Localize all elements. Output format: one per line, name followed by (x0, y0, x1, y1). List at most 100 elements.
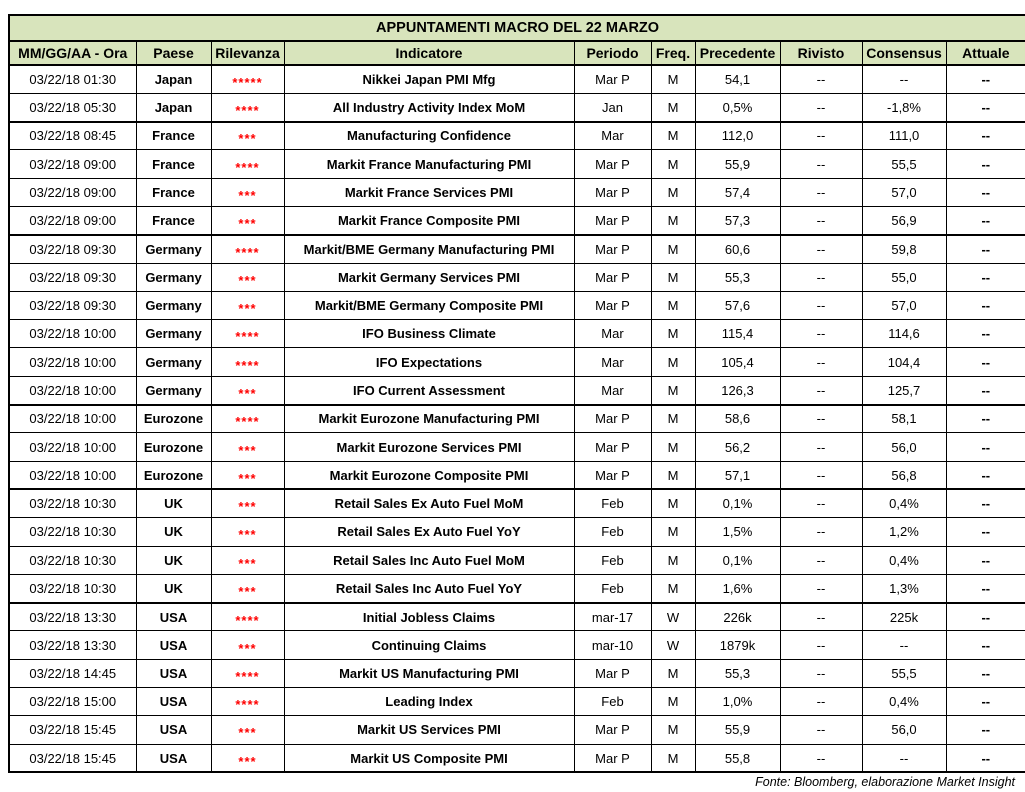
cell-consensus: -- (861, 63, 947, 94)
cell-previous: 0,5% (694, 92, 781, 123)
cell-actual: -- (945, 319, 1025, 349)
cell-actual: -- (945, 347, 1025, 377)
cell-previous: 57,4 (694, 177, 781, 207)
relevance-stars: *** (210, 573, 285, 604)
cell-previous: 126,3 (694, 375, 781, 406)
cell-consensus: 125,7 (861, 375, 947, 406)
relevance-stars: **** (210, 92, 285, 123)
relevance-stars: *** (210, 290, 285, 321)
cell-previous: 55,9 (694, 149, 781, 179)
cell-indicator: Markit US Composite PMI (283, 743, 575, 774)
cell-country: UK (135, 545, 212, 575)
cell-period: Mar P (573, 743, 652, 774)
cell-country: UK (135, 517, 212, 547)
cell-consensus: 56,0 (861, 432, 947, 462)
cell-period: Mar (573, 120, 652, 151)
cell-revised: -- (779, 233, 863, 264)
cell-consensus: 56,8 (861, 460, 947, 490)
cell-actual: -- (945, 488, 1025, 519)
cell-indicator: Retail Sales Inc Auto Fuel YoY (283, 573, 575, 604)
cell-actual: -- (945, 290, 1025, 321)
cell-indicator: Markit Eurozone Services PMI (283, 432, 575, 462)
table-row: 03/22/18 09:00 France *** Markit France … (8, 177, 1025, 207)
cell-actual: -- (945, 205, 1025, 236)
table-row: 03/22/18 10:00 Eurozone **** Markit Euro… (8, 403, 1025, 434)
relevance-stars: **** (210, 233, 285, 264)
column-header-revised: Rivisto (779, 40, 863, 66)
cell-country: Germany (135, 319, 212, 349)
cell-country: France (135, 120, 212, 151)
cell-previous: 54,1 (694, 63, 781, 94)
cell-actual: -- (945, 92, 1025, 123)
cell-country: UK (135, 573, 212, 604)
column-header-period: Periodo (573, 40, 652, 66)
cell-frequency: M (650, 545, 696, 575)
relevance-stars: *** (210, 177, 285, 207)
cell-actual: -- (945, 403, 1025, 434)
table-row: 03/22/18 10:30 UK *** Retail Sales Ex Au… (8, 488, 1025, 519)
cell-country: USA (135, 630, 212, 660)
cell-indicator: Retail Sales Ex Auto Fuel MoM (283, 488, 575, 519)
cell-datetime: 03/22/18 10:00 (8, 375, 137, 406)
cell-period: Feb (573, 545, 652, 575)
cell-datetime: 03/22/18 15:45 (8, 715, 137, 745)
relevance-stars: *** (210, 630, 285, 660)
cell-revised: -- (779, 290, 863, 321)
cell-consensus: 55,0 (861, 262, 947, 292)
cell-actual: -- (945, 262, 1025, 292)
table-row: 03/22/18 10:00 Eurozone *** Markit Euroz… (8, 432, 1025, 462)
cell-indicator: Markit France Services PMI (283, 177, 575, 207)
cell-datetime: 03/22/18 15:45 (8, 743, 137, 774)
table-row: 03/22/18 10:30 UK *** Retail Sales Inc A… (8, 545, 1025, 575)
cell-revised: -- (779, 319, 863, 349)
cell-consensus: 104,4 (861, 347, 947, 377)
cell-frequency: M (650, 149, 696, 179)
column-header-consensus: Consensus (861, 40, 947, 66)
column-header-relevance: Rilevanza (210, 40, 285, 66)
cell-period: Jan (573, 92, 652, 123)
cell-consensus: 59,8 (861, 233, 947, 264)
table-row: 03/22/18 09:00 France *** Markit France … (8, 205, 1025, 236)
cell-previous: 55,8 (694, 743, 781, 774)
cell-previous: 57,6 (694, 290, 781, 321)
cell-previous: 105,4 (694, 347, 781, 377)
cell-period: mar-10 (573, 630, 652, 660)
relevance-stars: **** (210, 601, 285, 632)
cell-frequency: M (650, 687, 696, 717)
cell-period: Mar P (573, 658, 652, 689)
column-header-country: Paese (135, 40, 212, 66)
cell-frequency: M (650, 319, 696, 349)
cell-previous: 58,6 (694, 403, 781, 434)
cell-country: France (135, 205, 212, 236)
cell-actual: -- (945, 432, 1025, 462)
relevance-stars: **** (210, 149, 285, 179)
cell-actual: -- (945, 120, 1025, 151)
cell-consensus: 55,5 (861, 658, 947, 689)
cell-datetime: 03/22/18 10:30 (8, 517, 137, 547)
table-row: 03/22/18 01:30 Japan ***** Nikkei Japan … (8, 63, 1025, 94)
macro-calendar-table: APPUNTAMENTI MACRO DEL 22 MARZO MM/GG/AA… (7, 14, 1025, 774)
table-row: 03/22/18 15:00 USA **** Leading Index Fe… (8, 687, 1025, 717)
cell-frequency: M (650, 262, 696, 292)
relevance-stars: *** (210, 545, 285, 575)
cell-frequency: M (650, 403, 696, 434)
cell-country: USA (135, 687, 212, 717)
cell-revised: -- (779, 403, 863, 434)
cell-frequency: M (650, 63, 696, 94)
cell-consensus: -- (861, 630, 947, 660)
cell-actual: -- (945, 743, 1025, 774)
cell-indicator: IFO Business Climate (283, 319, 575, 349)
cell-period: Feb (573, 488, 652, 519)
cell-actual: -- (945, 460, 1025, 490)
cell-consensus: 58,1 (861, 403, 947, 434)
table-row: 03/22/18 10:00 Germany *** IFO Current A… (8, 375, 1025, 406)
cell-datetime: 03/22/18 14:45 (8, 658, 137, 689)
cell-revised: -- (779, 545, 863, 575)
cell-actual: -- (945, 601, 1025, 632)
relevance-stars: *** (210, 205, 285, 236)
relevance-stars: *** (210, 517, 285, 547)
column-header-datetime: MM/GG/AA - Ora (8, 40, 137, 66)
table-body: 03/22/18 01:30 Japan ***** Nikkei Japan … (8, 63, 1025, 774)
cell-previous: 0,1% (694, 488, 781, 519)
cell-previous: 57,3 (694, 205, 781, 236)
